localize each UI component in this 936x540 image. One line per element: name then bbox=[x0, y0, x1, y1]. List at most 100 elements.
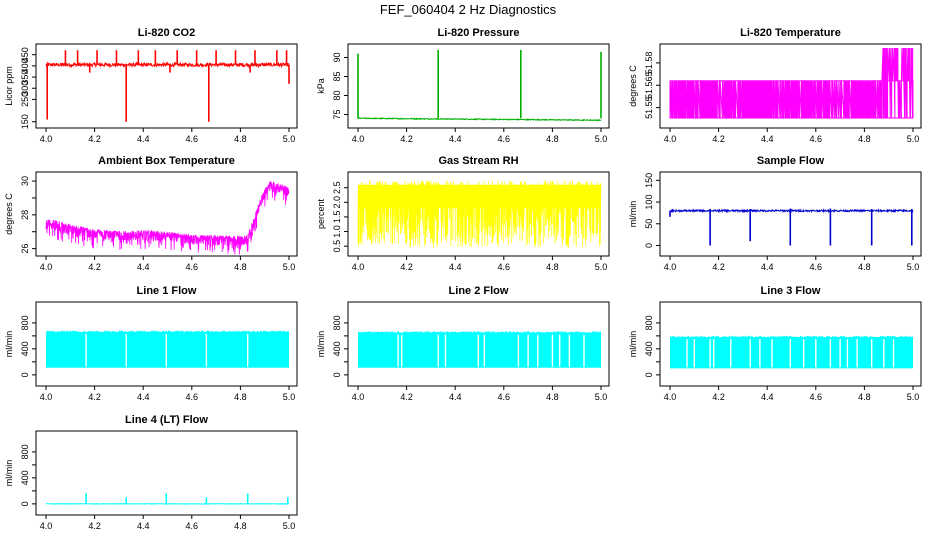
x-tick-label: 4.6 bbox=[810, 392, 823, 402]
x-tick-label: 4.4 bbox=[449, 392, 462, 402]
plot-frame bbox=[35, 301, 298, 387]
plot-frame bbox=[35, 171, 298, 257]
data-series bbox=[357, 330, 602, 368]
y-tick-label: 30 bbox=[20, 176, 30, 186]
x-tick-label: 4.6 bbox=[810, 262, 823, 272]
y-tick-label: 2.5 bbox=[332, 181, 342, 194]
x-tick-label: 4.0 bbox=[352, 262, 365, 272]
x-tick-label: 4.2 bbox=[88, 392, 101, 402]
series-line bbox=[669, 47, 914, 119]
x-tick-label: 4.2 bbox=[712, 262, 725, 272]
x-tick-label: 4.0 bbox=[40, 521, 53, 531]
x-tick-label: 4.2 bbox=[400, 392, 413, 402]
plot-frame bbox=[347, 171, 610, 257]
y-tick-label: 800 bbox=[20, 315, 30, 330]
y-tick-label: 0 bbox=[332, 372, 342, 377]
series-line bbox=[45, 180, 290, 255]
y-tick-label: 26 bbox=[20, 244, 30, 254]
y-tick-label: 51.565 bbox=[644, 71, 654, 99]
panel-title: Line 1 Flow bbox=[137, 285, 197, 297]
x-tick-label: 5.0 bbox=[907, 134, 920, 144]
x-tick-label: 4.6 bbox=[498, 262, 511, 272]
y-tick-label: 1.0 bbox=[332, 225, 342, 238]
panel-title: Line 4 (LT) Flow bbox=[125, 414, 208, 426]
data-series bbox=[357, 49, 602, 122]
y-tick-label: 400 bbox=[20, 341, 30, 356]
y-tick-label: 800 bbox=[20, 444, 30, 459]
y-tick-label: 400 bbox=[20, 470, 30, 485]
panel-title: Li-820 Pressure bbox=[438, 27, 520, 39]
panel-title: Line 2 Flow bbox=[449, 285, 509, 297]
series-band bbox=[670, 337, 913, 369]
x-tick-label: 4.2 bbox=[88, 134, 101, 144]
chart-panel: Li-820 Pressure kPa 4.0 4.2 4.4 4.6 4.8 5.0 75 80… bbox=[316, 27, 610, 144]
panel-title: Line 3 Flow bbox=[761, 285, 821, 297]
y-tick-label: 51.58 bbox=[644, 52, 654, 75]
panel-title: Li-820 CO2 bbox=[138, 27, 195, 39]
chart-panel: Sample Flow ml/min 4.0 4.2 4.4 4.6 4.8 5.0 0 50 10… bbox=[628, 155, 922, 272]
x-tick-label: 4.8 bbox=[234, 134, 247, 144]
y-tick-label: 0 bbox=[644, 372, 654, 377]
y-tick-label: 90 bbox=[332, 52, 342, 62]
y-tick-label: 85 bbox=[332, 71, 342, 81]
data-series bbox=[45, 50, 290, 122]
y-tick-label: 51.55 bbox=[644, 96, 654, 119]
y-tick-label: 150 bbox=[644, 173, 654, 188]
x-tick-label: 5.0 bbox=[283, 134, 296, 144]
panel-title: Gas Stream RH bbox=[438, 155, 518, 167]
y-tick-label: 50 bbox=[644, 219, 654, 229]
y-tick-label: 450 bbox=[20, 47, 30, 62]
y-tick-label: 100 bbox=[644, 195, 654, 210]
data-series bbox=[357, 180, 602, 248]
y-tick-label: 400 bbox=[20, 58, 30, 73]
x-tick-label: 5.0 bbox=[595, 392, 608, 402]
data-series bbox=[669, 208, 914, 246]
x-tick-label: 5.0 bbox=[283, 392, 296, 402]
x-tick-label: 4.2 bbox=[400, 262, 413, 272]
plot-frame bbox=[659, 171, 922, 257]
y-tick-label: 150 bbox=[20, 114, 30, 129]
chart-panel: Ambient Box Temperature degrees C 4.0 4.2 4.… bbox=[4, 155, 298, 272]
x-tick-label: 4.2 bbox=[712, 134, 725, 144]
chart-panel: Li-820 CO2 Licor ppm 4.0 4.2 4.4 4.6 4.8 5.0 150… bbox=[4, 27, 298, 144]
x-tick-label: 4.6 bbox=[186, 134, 199, 144]
chart-panel: Gas Stream RH percent 4.0 4.2 4.4 4.6 4.8 5.0 0.… bbox=[316, 155, 610, 272]
x-tick-label: 4.8 bbox=[858, 262, 871, 272]
x-tick-label: 4.0 bbox=[352, 134, 365, 144]
y-tick-label: 0 bbox=[644, 243, 654, 248]
series-line bbox=[45, 502, 290, 505]
x-tick-label: 4.6 bbox=[498, 392, 511, 402]
plot-frame bbox=[347, 301, 610, 387]
y-axis-label: degrees C bbox=[4, 193, 14, 235]
series-line bbox=[669, 208, 914, 214]
series-top-edge bbox=[357, 330, 602, 335]
y-tick-label: 400 bbox=[644, 341, 654, 356]
series-band bbox=[46, 331, 289, 368]
y-tick-label: 400 bbox=[332, 341, 342, 356]
x-tick-label: 4.2 bbox=[400, 134, 413, 144]
y-tick-label: 800 bbox=[644, 315, 654, 330]
y-tick-label: 0 bbox=[20, 372, 30, 377]
y-tick-label: 800 bbox=[332, 315, 342, 330]
y-tick-label: 2.0 bbox=[332, 196, 342, 209]
y-axis-label: ml/min bbox=[628, 201, 638, 228]
data-series bbox=[45, 493, 290, 505]
y-tick-label: 75 bbox=[332, 109, 342, 119]
x-tick-label: 5.0 bbox=[283, 521, 296, 531]
x-tick-label: 4.8 bbox=[546, 134, 559, 144]
x-tick-label: 4.6 bbox=[810, 134, 823, 144]
y-axis-label: degrees C bbox=[628, 65, 638, 107]
x-tick-label: 4.8 bbox=[858, 134, 871, 144]
data-series bbox=[45, 180, 290, 255]
chart-panel: Line 4 (LT) Flow ml/min 4.0 4.2 4.4 4.6 4.8 5.0… bbox=[4, 414, 298, 531]
x-tick-label: 5.0 bbox=[907, 262, 920, 272]
panel-title: Ambient Box Temperature bbox=[98, 155, 235, 167]
x-tick-label: 5.0 bbox=[283, 262, 296, 272]
y-tick-label: 0.5 bbox=[332, 240, 342, 253]
x-tick-label: 5.0 bbox=[595, 134, 608, 144]
x-tick-label: 4.4 bbox=[449, 262, 462, 272]
x-tick-label: 4.2 bbox=[88, 521, 101, 531]
x-tick-label: 5.0 bbox=[907, 392, 920, 402]
x-tick-label: 4.4 bbox=[137, 134, 150, 144]
